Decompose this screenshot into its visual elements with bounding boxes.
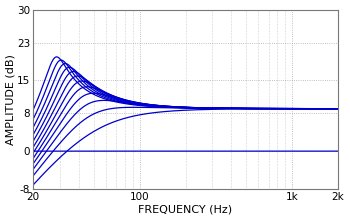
- Y-axis label: AMPLITUDE (dB): AMPLITUDE (dB): [6, 54, 15, 145]
- X-axis label: FREQUENCY (Hz): FREQUENCY (Hz): [139, 204, 233, 214]
